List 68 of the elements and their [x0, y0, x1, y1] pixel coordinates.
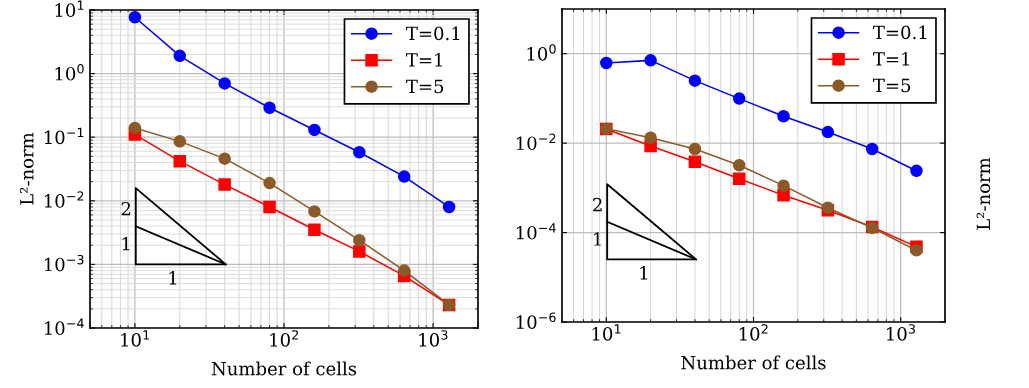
point — [173, 49, 187, 63]
point — [308, 123, 321, 137]
annotation: 2 — [593, 197, 602, 212]
point — [128, 121, 142, 135]
annotation: 1 — [594, 232, 601, 246]
y-tick-label: 10$^{−1}$ — [44, 127, 84, 145]
y-tick-label: 10$^{−2}$ — [516, 133, 556, 151]
annotation: 1 — [122, 236, 130, 251]
x-tick-label: 10$^{2}$ — [739, 324, 768, 341]
point — [308, 223, 321, 237]
point — [910, 244, 923, 257]
point — [688, 142, 702, 156]
point — [353, 233, 366, 247]
x-tick-label: 10$^{3}$ — [887, 324, 915, 341]
point — [263, 101, 276, 115]
point — [442, 200, 456, 214]
x-tick-label: 10$^{1}$ — [592, 324, 621, 341]
point — [218, 77, 231, 90]
annotation: 1 — [640, 265, 648, 280]
point — [128, 10, 142, 24]
y-tick-label: 10$^{−4}$ — [44, 318, 84, 335]
annotation: 1 — [169, 271, 177, 285]
y-tick-label: 10$^{−2}$ — [44, 191, 84, 208]
point — [821, 125, 835, 139]
point — [688, 74, 702, 87]
legend-label: T=5 — [406, 79, 444, 94]
point — [732, 92, 746, 105]
point — [688, 155, 702, 168]
x-tick-label: 10$^{3}$ — [419, 330, 448, 347]
point — [308, 205, 321, 218]
x-tick-label: 10$^{2}$ — [270, 330, 299, 347]
point — [263, 176, 276, 190]
point — [644, 54, 657, 67]
y-axis-title: L²-norm — [20, 132, 34, 205]
point — [732, 159, 746, 172]
x-tick-label: 10$^{1}$ — [121, 330, 150, 347]
point — [218, 152, 231, 165]
point — [263, 200, 276, 214]
legend-label: T=0.1 — [873, 25, 927, 40]
point — [353, 145, 366, 159]
y-tick-label: 10$^{0}$ — [527, 44, 556, 61]
point — [173, 154, 187, 168]
annotation: 2 — [121, 201, 131, 216]
point — [600, 56, 613, 70]
x-axis-title: Number of cells — [681, 355, 826, 370]
point — [910, 164, 923, 178]
x-axis-title: Number of cells — [211, 361, 357, 376]
y-tick-label: 10$^{−3}$ — [44, 254, 84, 272]
y-tick-label: 10$^{0}$ — [55, 64, 84, 81]
point — [865, 142, 879, 156]
legend-label: T=1 — [406, 53, 442, 67]
point — [732, 172, 746, 185]
point — [644, 131, 657, 145]
point — [353, 245, 366, 258]
legend-label: T=0.1 — [406, 26, 460, 41]
y-tick-label: 10$^{1}$ — [55, 0, 84, 17]
point — [397, 170, 411, 183]
legend-label: T=5 — [873, 78, 911, 93]
point — [173, 135, 187, 148]
point — [777, 109, 790, 123]
text: L²-norm — [976, 157, 991, 230]
legend-label: T=1 — [873, 52, 909, 66]
point — [777, 179, 790, 192]
y-tick-label: 10$^{−6}$ — [516, 312, 556, 329]
point — [397, 264, 411, 277]
point — [777, 189, 790, 202]
point — [218, 178, 231, 191]
y-tick-label: 10$^{−4}$ — [516, 223, 556, 240]
